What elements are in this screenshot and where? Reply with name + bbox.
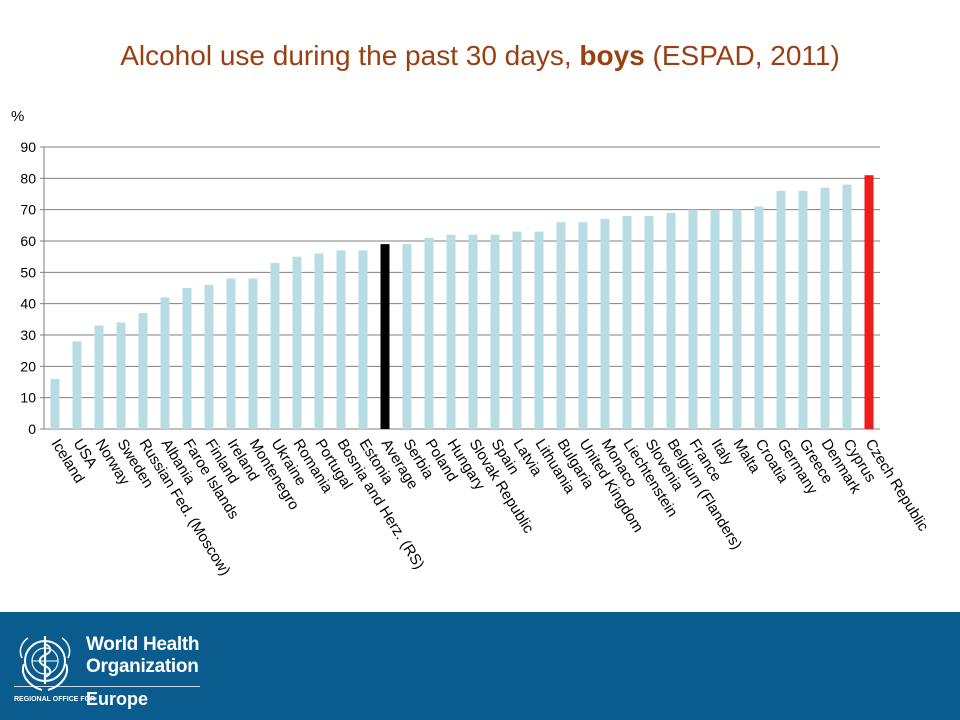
y-tick-label: 80 bbox=[20, 170, 36, 186]
bar-croatia bbox=[754, 206, 764, 429]
footer-banner: World Health Organization REGIONAL OFFIC… bbox=[0, 612, 960, 720]
bar-romania bbox=[292, 256, 302, 429]
bar-germany bbox=[776, 190, 786, 429]
y-tick-label: 90 bbox=[20, 139, 36, 155]
bar-bulgaria bbox=[556, 222, 566, 429]
y-tick-label: 0 bbox=[28, 421, 36, 437]
bar-norway bbox=[94, 325, 104, 429]
title-bold: boys bbox=[579, 40, 645, 71]
bar-slovenia bbox=[644, 215, 654, 429]
title-prefix: Alcohol use during the past 30 days, bbox=[120, 40, 580, 71]
y-tick-labels: 0 10 20 30 40 50 60 70 80 90 bbox=[20, 139, 36, 437]
bar-hungary bbox=[446, 234, 456, 429]
bar-czech-republic bbox=[864, 175, 874, 429]
org-name-line-2: Organization bbox=[86, 656, 199, 677]
bar-monaco bbox=[600, 219, 610, 429]
bar-poland bbox=[424, 237, 434, 429]
bar-chart: % 0 10 20 30 40 50 60 70 80 90 IcelandUSANorwaySw… bbox=[11, 108, 932, 579]
bar-lithuania bbox=[534, 231, 544, 429]
bar-italy bbox=[710, 209, 720, 429]
page-title: Alcohol use during the past 30 days, boy… bbox=[0, 40, 960, 72]
bar-ukraine bbox=[270, 262, 280, 429]
bar-greece bbox=[798, 190, 808, 429]
y-tick-label: 30 bbox=[20, 327, 36, 343]
bar-russian-fed-moscow bbox=[138, 313, 148, 429]
bar-finland bbox=[204, 284, 214, 429]
logo-divider bbox=[14, 686, 200, 687]
bar-slovak-republic bbox=[468, 234, 478, 429]
y-tick-label: 70 bbox=[20, 202, 36, 218]
org-name-line-1: World Health bbox=[86, 634, 200, 655]
x-tick-label: Czech Republic bbox=[862, 436, 932, 535]
y-axis-label: % bbox=[11, 108, 24, 125]
bar-latvia bbox=[512, 231, 522, 429]
who-emblem-icon bbox=[19, 636, 71, 691]
bar-serbia bbox=[402, 244, 412, 429]
bar-denmark bbox=[820, 187, 830, 429]
bar-united-kingdom bbox=[578, 222, 588, 429]
bar-spain bbox=[490, 234, 500, 429]
bar-iceland bbox=[50, 378, 60, 429]
bar-bosnia-and-herz-rs bbox=[336, 250, 346, 429]
bar-liechtenstein bbox=[622, 215, 632, 429]
bar-belgium-flanders bbox=[666, 212, 676, 429]
bars bbox=[50, 175, 874, 429]
bar-france bbox=[688, 209, 698, 429]
y-tick-label: 60 bbox=[20, 233, 36, 249]
bar-portugal bbox=[314, 253, 324, 429]
title-suffix: (ESPAD, 2011) bbox=[644, 40, 840, 71]
regional-office-label: REGIONAL OFFICE FOR bbox=[14, 696, 96, 703]
y-tick-label: 20 bbox=[20, 358, 36, 374]
y-tick-label: 10 bbox=[20, 390, 36, 406]
bar-estonia bbox=[358, 250, 368, 429]
bar-sweden bbox=[116, 322, 126, 429]
bar-montenegro bbox=[248, 278, 258, 429]
y-tick-label: 50 bbox=[20, 264, 36, 280]
bar-usa bbox=[72, 341, 82, 429]
bar-cyprus bbox=[842, 184, 852, 429]
bar-albania bbox=[160, 297, 170, 429]
bar-faroe-islands bbox=[182, 288, 192, 429]
bar-malta bbox=[732, 209, 742, 429]
y-tick-label: 40 bbox=[20, 296, 36, 312]
bar-ireland bbox=[226, 278, 236, 429]
bar-average bbox=[380, 244, 390, 429]
region-name: Europe bbox=[86, 689, 149, 709]
